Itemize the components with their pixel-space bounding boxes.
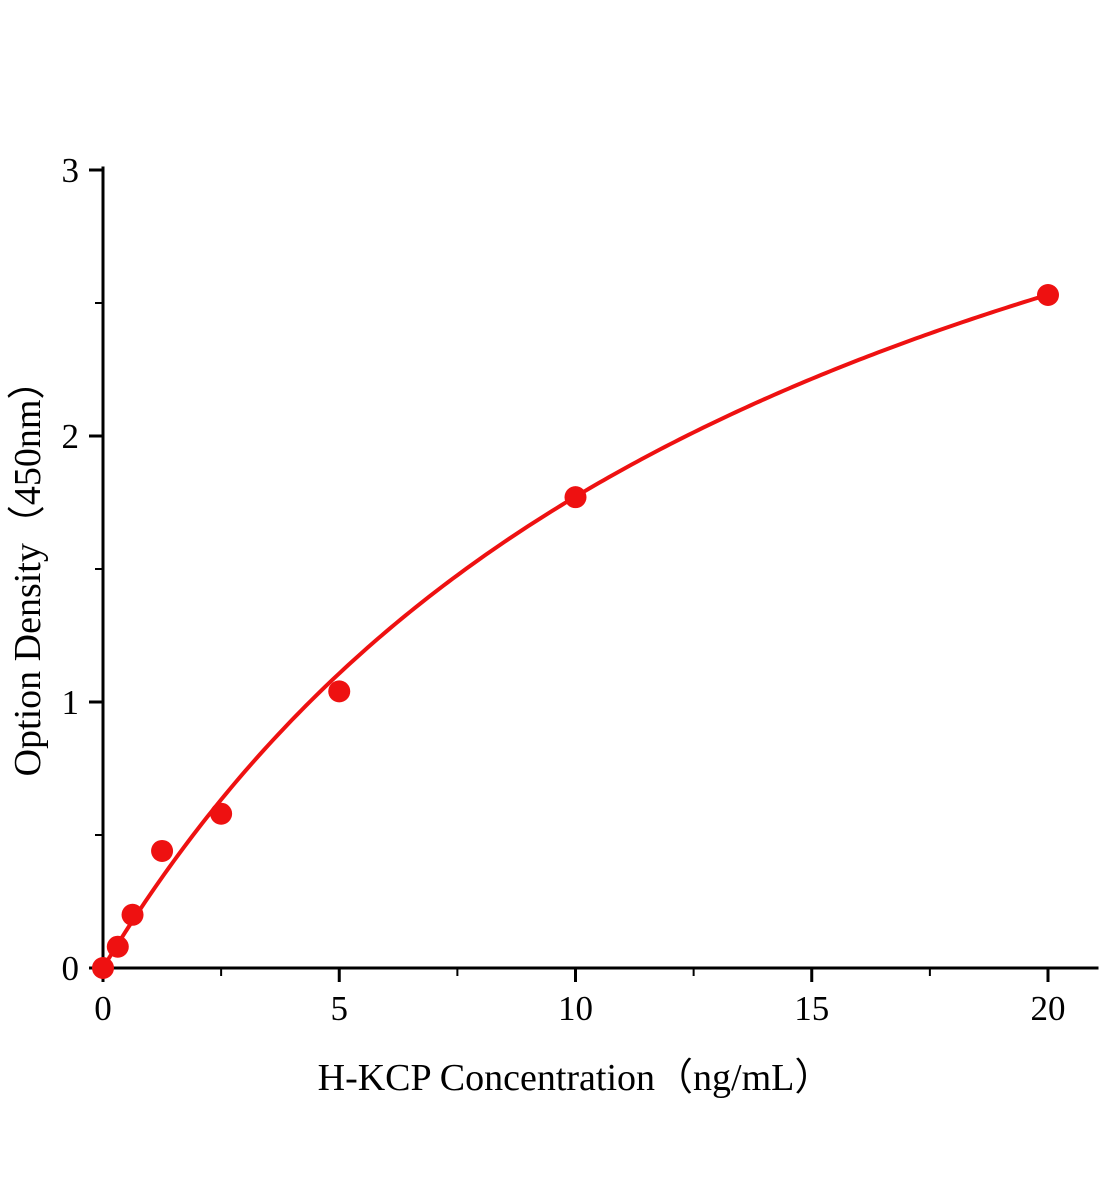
data-point — [92, 957, 114, 979]
y-tick-label: 2 — [62, 417, 80, 456]
y-tick-label: 3 — [62, 151, 80, 190]
x-tick-label: 20 — [1031, 989, 1066, 1028]
y-tick-label: 0 — [62, 949, 80, 988]
x-tick-label: 15 — [794, 989, 829, 1028]
data-point — [564, 486, 587, 509]
data-point — [106, 935, 129, 958]
y-axis-label: Option Density（450nm） — [7, 362, 49, 777]
y-tick-label: 1 — [62, 683, 80, 722]
x-tick-label: 10 — [558, 989, 593, 1028]
data-point — [121, 903, 144, 926]
x-tick-label: 5 — [331, 989, 349, 1028]
data-points — [92, 284, 1059, 979]
data-point — [328, 680, 351, 703]
data-point — [151, 839, 174, 862]
data-point — [210, 802, 233, 825]
fit-curve — [101, 292, 1050, 970]
axis-spine — [101, 166, 1099, 970]
tick-labels: 0 5 10 15 20 0 1 2 3 — [62, 151, 1066, 1028]
data-point — [1037, 284, 1059, 307]
regression-curve — [101, 292, 1050, 970]
x-axis-label: H-KCP Concentration（ng/mL） — [318, 1057, 833, 1099]
x-tick-label: 0 — [94, 989, 112, 1028]
axes — [89, 166, 1099, 982]
